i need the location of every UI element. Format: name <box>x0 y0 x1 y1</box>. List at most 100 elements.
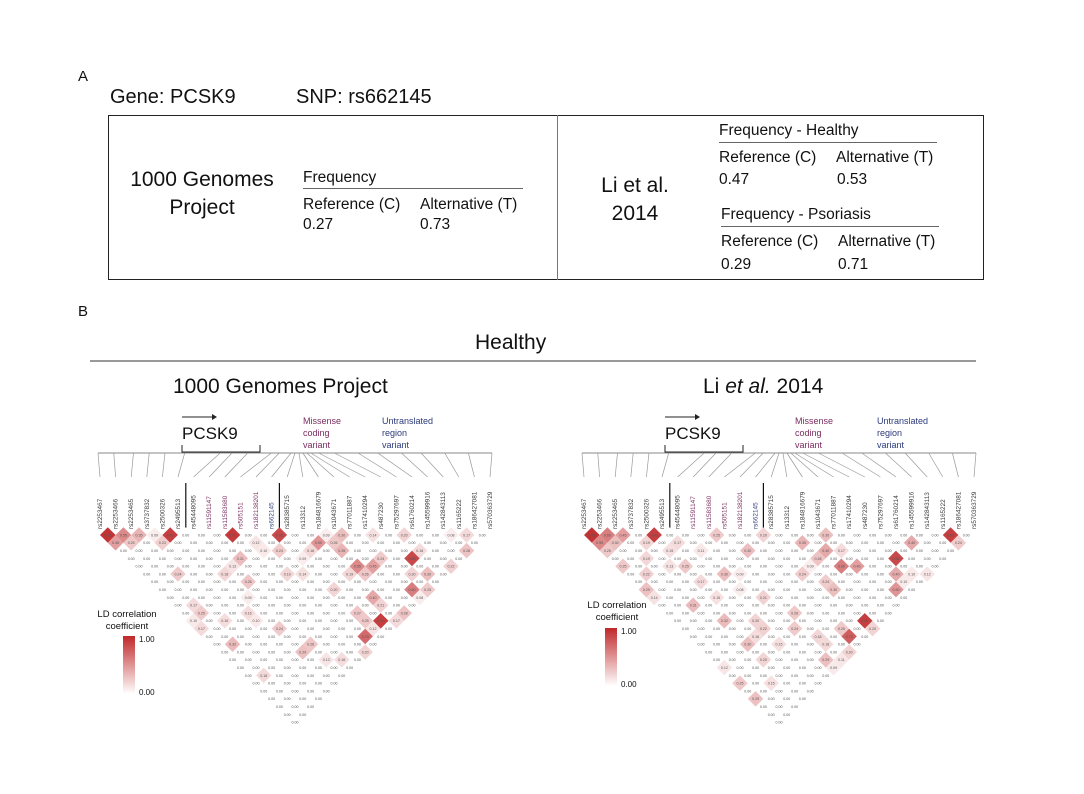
ld-cell <box>256 620 272 637</box>
ld-cell-value: 0.00 <box>807 580 814 584</box>
ld-cell-value: 0.00 <box>830 604 837 608</box>
ld-cell <box>365 589 381 606</box>
ld-cell <box>373 581 389 598</box>
ld-cell-value: 0.00 <box>245 643 252 647</box>
ld-cell <box>419 581 436 598</box>
ld-cell-value: 0.00 <box>315 619 322 623</box>
ld-cell-value: 0.00 <box>253 666 260 670</box>
ld-cell <box>271 636 288 652</box>
ld-cell <box>334 667 350 684</box>
snp-label: rs182138201 <box>253 491 260 529</box>
ld-cell-value: 0.20 <box>869 627 876 631</box>
ld-cell-value: 0.20 <box>760 658 767 662</box>
ld-cell-value: 0.00 <box>729 596 736 600</box>
ld-cell <box>209 574 225 590</box>
ld-cell-value: 0.00 <box>666 596 673 600</box>
ld-cell <box>779 706 795 723</box>
ld-cell-value: 0.00 <box>292 533 299 537</box>
ld-cell <box>248 581 264 598</box>
ld-cell-value: 0.00 <box>674 588 681 592</box>
ld-cell <box>763 706 779 723</box>
ld-cell-value: 0.90 <box>167 533 174 537</box>
ld-cell <box>217 535 233 551</box>
ld-cell-value: 0.09 <box>830 666 837 670</box>
ld-cell <box>326 613 342 629</box>
ld-cell-value: 0.00 <box>807 627 814 631</box>
ld-cell <box>810 535 826 551</box>
ld-cell-value: 0.00 <box>182 596 189 600</box>
ld-cell <box>646 589 662 606</box>
ld-cell-value: 0.00 <box>159 557 166 561</box>
snp-label: rs2253465 <box>612 498 619 529</box>
ld-cell <box>318 574 334 590</box>
ld-cell-value: 0.00 <box>182 565 189 569</box>
ld-cell <box>677 558 694 574</box>
li-psoriasis-title: Frequency - Psoriasis <box>721 206 871 223</box>
ld-cell <box>708 558 725 574</box>
ld-cell-value: 0.00 <box>190 541 197 545</box>
ld-cell-value: 0.00 <box>362 604 369 608</box>
ld-cell-value: 0.00 <box>175 604 182 608</box>
ld-cell-value: 0.00 <box>229 611 236 615</box>
ld-cell <box>427 574 444 590</box>
ld-cell-value: 0.00 <box>315 697 322 701</box>
ld-cell-value: 0.00 <box>198 580 205 584</box>
ld-cell <box>740 652 756 668</box>
ld-cell <box>123 535 139 551</box>
ld-cell-value: 0.00 <box>768 604 775 608</box>
ld-cell-value: 0.00 <box>729 533 736 537</box>
ld-cell <box>466 535 483 551</box>
gene-label: PCSK9 <box>665 424 721 443</box>
ld-cell <box>295 535 311 551</box>
ld-cell-value: 0.00 <box>729 674 736 678</box>
ld-cell <box>701 581 717 598</box>
ld-cell <box>857 613 873 629</box>
ld-cell <box>263 691 280 707</box>
ld-cell-value: 0.00 <box>229 549 236 553</box>
ld-cell-value: 0.00 <box>268 604 275 608</box>
snp-label: rs1165222 <box>940 499 947 529</box>
ld-cell <box>263 581 280 598</box>
ld-cell-value: 0.00 <box>939 557 946 561</box>
ld-cell <box>708 636 725 652</box>
ld-cell <box>888 581 904 598</box>
ld-cell <box>427 558 444 574</box>
ld-cell-value: 0.00 <box>659 541 666 545</box>
ld-cell <box>178 558 194 574</box>
ld-cell <box>740 542 756 559</box>
ld-cell-value: 0.00 <box>791 674 798 678</box>
ld-cell-value: 0.00 <box>698 565 705 569</box>
ld-cell-value: 0.00 <box>206 588 213 592</box>
ld-cell <box>388 613 405 629</box>
ld-cell-value: 0.00 <box>659 588 666 592</box>
ld-cell <box>818 558 834 574</box>
li-psoriasis-alt-label: Alternative (T) <box>838 233 936 250</box>
ld-cell-value: 0.24 <box>822 580 829 584</box>
ld-plot-right: PCSK9 Missense coding variant Untranslated re… <box>581 414 978 730</box>
ld-cell-value: 0.20 <box>409 572 416 576</box>
ld-cell-value: 0.60 <box>409 588 416 592</box>
ld-cell-value: 0.00 <box>846 541 853 545</box>
ld-cell <box>271 558 288 574</box>
ld-cell-value: 0.00 <box>830 635 837 639</box>
li-source-line2: 2014 <box>611 202 659 225</box>
ld-cell-value: 0.23 <box>159 541 166 545</box>
ld-cell-value: 0.00 <box>455 557 462 561</box>
snp-label: rs28385715 <box>768 495 775 529</box>
missense-label: variant <box>795 440 823 450</box>
ld-cell-value: 0.00 <box>768 713 775 717</box>
ld-cell-value: 0.00 <box>307 689 314 693</box>
ld-cell-value: 0.20 <box>401 533 408 537</box>
ld-cell-value: 0.00 <box>908 588 915 592</box>
ld-cell-value: 0.00 <box>861 588 868 592</box>
ld-cell <box>669 613 686 629</box>
ld-cell <box>310 675 327 691</box>
ld-cell <box>302 636 319 652</box>
ld-cell-value: 0.00 <box>370 580 377 584</box>
ld-cell-value: 0.00 <box>315 572 322 576</box>
ld-cell-value: 0.00 <box>260 580 267 584</box>
ld-cell <box>193 589 210 606</box>
ld-cell <box>326 535 342 551</box>
ld-cell-value: 0.00 <box>635 565 642 569</box>
ld-cell-value: 0.85 <box>893 557 900 561</box>
